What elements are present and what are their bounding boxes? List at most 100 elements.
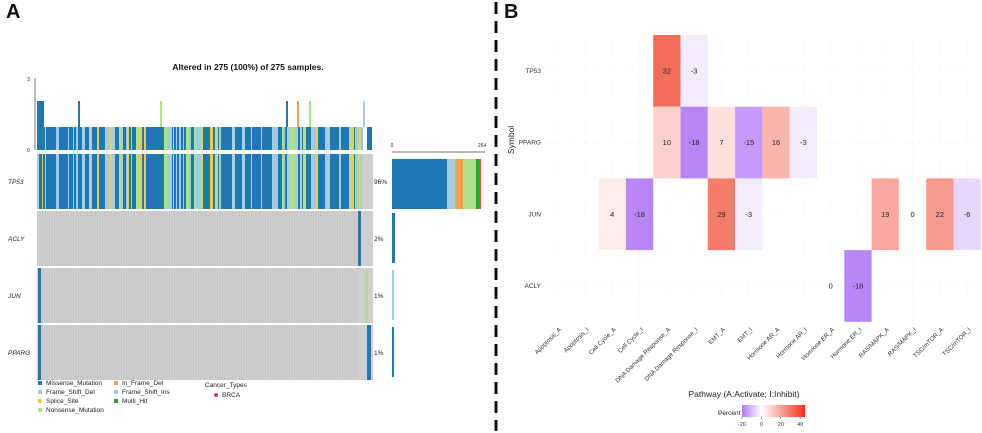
tmb-bar: [245, 127, 246, 150]
tp53-stripe: [210, 154, 213, 209]
heatmap-cell: [789, 106, 817, 179]
heatmap-cell-label: 22: [936, 210, 944, 219]
tp53-stripe: [118, 154, 119, 209]
tmb-bar: [177, 127, 179, 150]
heatmap-x-tick-label: DNA Damage Response_A: [614, 326, 673, 385]
tmb-bar: [285, 127, 286, 150]
heatmap-cell: [735, 106, 763, 179]
tp53-stripe: [127, 154, 129, 209]
tp53-stripe: [55, 154, 56, 209]
tp53-stripe: [283, 154, 285, 209]
legend-swatch-inframe: [114, 381, 118, 385]
tmb-bar: [173, 127, 174, 150]
cancer-type-swatch-brca: [214, 393, 218, 397]
tmb-bar: [351, 127, 354, 150]
gene-pct-tp53: 96%: [374, 179, 387, 186]
tp53-stripe: [37, 154, 39, 209]
tp53-stripe: [86, 154, 88, 209]
tp53-stripe: [175, 154, 176, 209]
tmb-bar: [233, 127, 234, 150]
tp53-stripe: [215, 154, 218, 209]
heatmap-x-tick-label: EMT_A: [707, 326, 727, 346]
tp53-stripe: [285, 154, 286, 209]
heatmap-cell: [680, 106, 708, 179]
legend-label-fsins: Frame_Shift_Ins: [122, 389, 170, 396]
tp53-stripe: [320, 154, 323, 209]
tp53-stripe: [265, 154, 267, 209]
tp53-stripe: [310, 154, 311, 209]
tmb-bar: [153, 127, 154, 150]
tp53-stripe: [131, 154, 132, 209]
tp53-stripe: [272, 154, 273, 209]
tmb-bar: [248, 127, 250, 150]
tmb-bar: [179, 127, 181, 150]
tp53-stripe: [165, 154, 167, 209]
tp53-stripe: [227, 154, 228, 209]
tmb-bar: [226, 127, 227, 150]
tp53-stripe: [63, 154, 65, 209]
legend-label-fsdel: Frame_Shift_Del: [46, 389, 95, 396]
tmb-bar: [344, 127, 346, 150]
tp53-stripe: [355, 154, 358, 209]
tmb-bar: [281, 127, 282, 150]
tp53-stripe: [327, 154, 330, 209]
tmb-bar: [136, 127, 139, 150]
cancer-type-label-brca: BRCA: [222, 392, 241, 399]
heatmap-cell: [953, 178, 981, 251]
tp53-stripe: [191, 154, 194, 209]
tp53-stripe: [101, 154, 102, 209]
tp53-stripe: [250, 154, 251, 209]
tp53-stripe: [343, 154, 344, 209]
legend-label-missense: Missense_Mutation: [46, 380, 102, 387]
tmb-tick-min: 0: [27, 148, 30, 154]
tp53-stripe: [186, 154, 189, 209]
heatmap-y-tick-label: ACLY: [525, 283, 542, 290]
legend-tick-label: 20: [778, 422, 784, 428]
tp53-stripe: [294, 154, 295, 209]
tp53-stripe: [48, 154, 50, 209]
tmb-bar: [348, 127, 349, 150]
tmb-bar: [115, 127, 117, 150]
side-bar-tp53-other: [479, 159, 481, 209]
tp53-stripe: [323, 154, 324, 209]
tp53-stripe: [245, 154, 246, 209]
tmb-bar: [129, 127, 131, 150]
tp53-stripe: [106, 154, 109, 209]
heatmap-cell: [735, 178, 763, 251]
tmb-bar: [146, 127, 149, 150]
tp53-stripe: [184, 154, 186, 209]
tp53-stripe: [97, 154, 99, 209]
tp53-stripe: [158, 154, 160, 209]
tmb-bar: [189, 127, 191, 150]
tmb-bar: [355, 127, 358, 150]
oncoplot-title: Altered in 275 (100%) of 275 samples.: [172, 62, 323, 72]
tmb-bar: [126, 127, 127, 150]
tp53-stripe: [349, 154, 351, 209]
tp53-stripe: [221, 154, 223, 209]
tmb-bar: [85, 127, 86, 150]
tp53-stripe: [167, 154, 169, 209]
heatmap-cell: [844, 250, 872, 322]
tp53-stripe: [76, 154, 77, 209]
heatmap-y-axis-title: Symbol: [506, 126, 516, 154]
heatmap-x-tick-label: Cell Cycle_I: [617, 326, 645, 354]
heatmap-cell-label: 10: [663, 138, 671, 147]
tmb-bar: [300, 127, 302, 150]
tp53-stripe: [173, 154, 174, 209]
tmb-bar: [272, 127, 273, 150]
tmb-bar: [261, 127, 262, 150]
tmb-bar: [367, 127, 372, 150]
heatmap-cell: [680, 35, 708, 107]
tmb-bar: [158, 127, 160, 150]
side-bar-tp53: [392, 159, 481, 209]
heatmap-x-tick-label: EMT_I: [736, 326, 754, 344]
tp53-stripe-gap: [362, 154, 372, 209]
tmb-bar: [74, 127, 76, 150]
tmb-bar: [219, 127, 221, 150]
tp53-stripe: [189, 154, 191, 209]
gene-pct-jun: 1%: [374, 293, 384, 300]
tp53-stripe: [143, 154, 144, 209]
side-bar-tp53-missense: [392, 159, 447, 209]
tp53-stripe: [351, 154, 354, 209]
